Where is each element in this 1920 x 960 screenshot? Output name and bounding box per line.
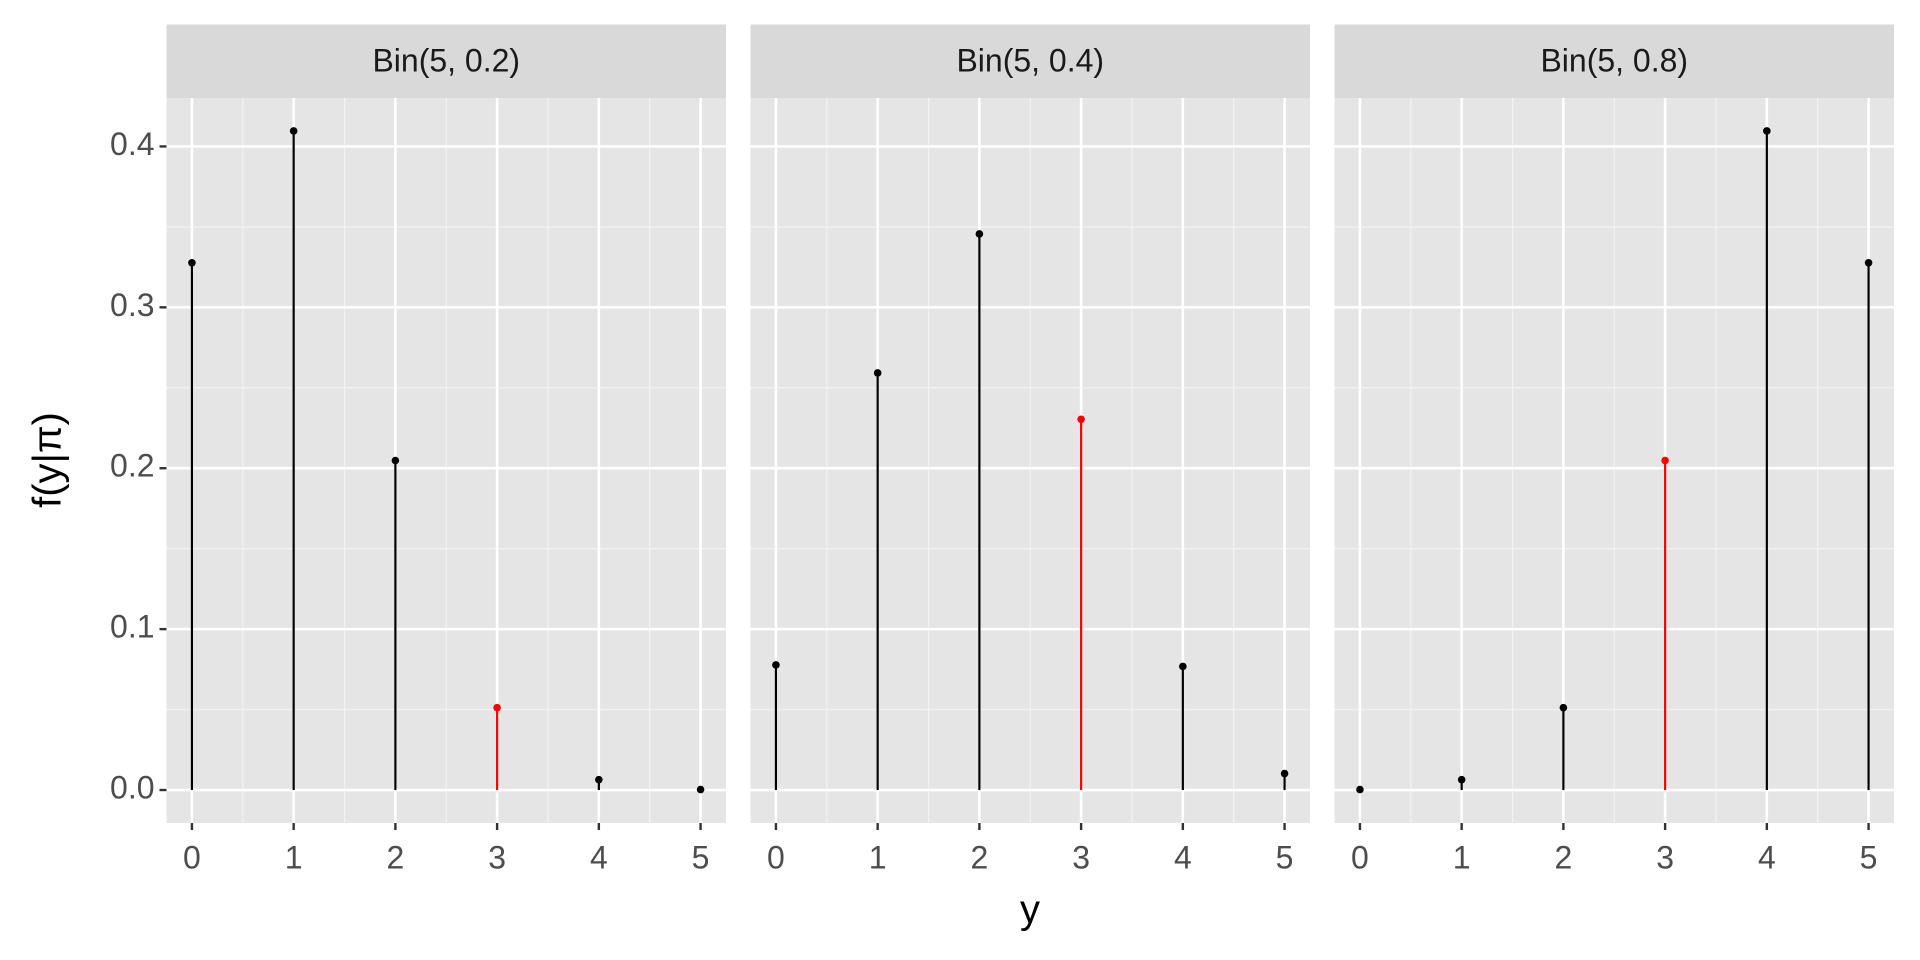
x-tick-label: 3 xyxy=(1656,839,1674,875)
x-tick-label: 1 xyxy=(1453,839,1471,875)
x-tick-label: 0 xyxy=(1351,839,1369,875)
point xyxy=(696,785,705,794)
point xyxy=(289,127,298,135)
y-tick-label: 0.2 xyxy=(110,448,154,484)
x-tick-label: 3 xyxy=(488,839,506,875)
y-tick-label: 0.1 xyxy=(110,609,154,645)
point xyxy=(1457,775,1466,784)
point xyxy=(391,456,400,465)
strip-background xyxy=(1334,24,1894,98)
point xyxy=(188,258,196,267)
x-tick-label: 0 xyxy=(767,839,785,875)
x-tick-label: 1 xyxy=(285,839,303,875)
y-axis-title: f(y|π) xyxy=(26,412,70,508)
point xyxy=(772,661,780,669)
point xyxy=(1280,769,1289,778)
point xyxy=(1356,785,1364,794)
point xyxy=(1864,258,1873,267)
strip-title: Bin(5, 0.8) xyxy=(1540,43,1688,79)
point xyxy=(1077,415,1085,424)
point xyxy=(873,369,882,377)
x-tick-label: 1 xyxy=(869,839,887,875)
strip-background xyxy=(750,24,1310,98)
x-tick-label: 5 xyxy=(692,839,710,875)
y-tick-label: 0.3 xyxy=(110,287,154,323)
x-tick-label: 0 xyxy=(183,839,201,875)
point xyxy=(493,703,501,712)
x-tick-label: 4 xyxy=(1174,839,1192,875)
strip-background xyxy=(166,24,726,98)
strip-title: Bin(5, 0.4) xyxy=(956,43,1104,79)
point xyxy=(975,230,984,238)
strip-title: Bin(5, 0.2) xyxy=(372,43,520,79)
x-axis-title: y xyxy=(1020,888,1040,932)
point xyxy=(1763,127,1771,135)
point xyxy=(1661,456,1669,465)
x-tick-label: 4 xyxy=(590,839,608,875)
x-tick-label: 2 xyxy=(970,839,988,875)
y-tick-label: 0.4 xyxy=(110,126,154,162)
point xyxy=(595,775,603,784)
x-tick-label: 4 xyxy=(1758,839,1776,875)
y-tick-label: 0.0 xyxy=(110,769,154,805)
x-tick-label: 2 xyxy=(386,839,404,875)
point xyxy=(1559,703,1568,712)
point xyxy=(1179,662,1187,671)
x-tick-label: 3 xyxy=(1072,839,1090,875)
x-tick-label: 5 xyxy=(1860,839,1878,875)
x-tick-label: 5 xyxy=(1276,839,1294,875)
x-tick-label: 2 xyxy=(1554,839,1572,875)
